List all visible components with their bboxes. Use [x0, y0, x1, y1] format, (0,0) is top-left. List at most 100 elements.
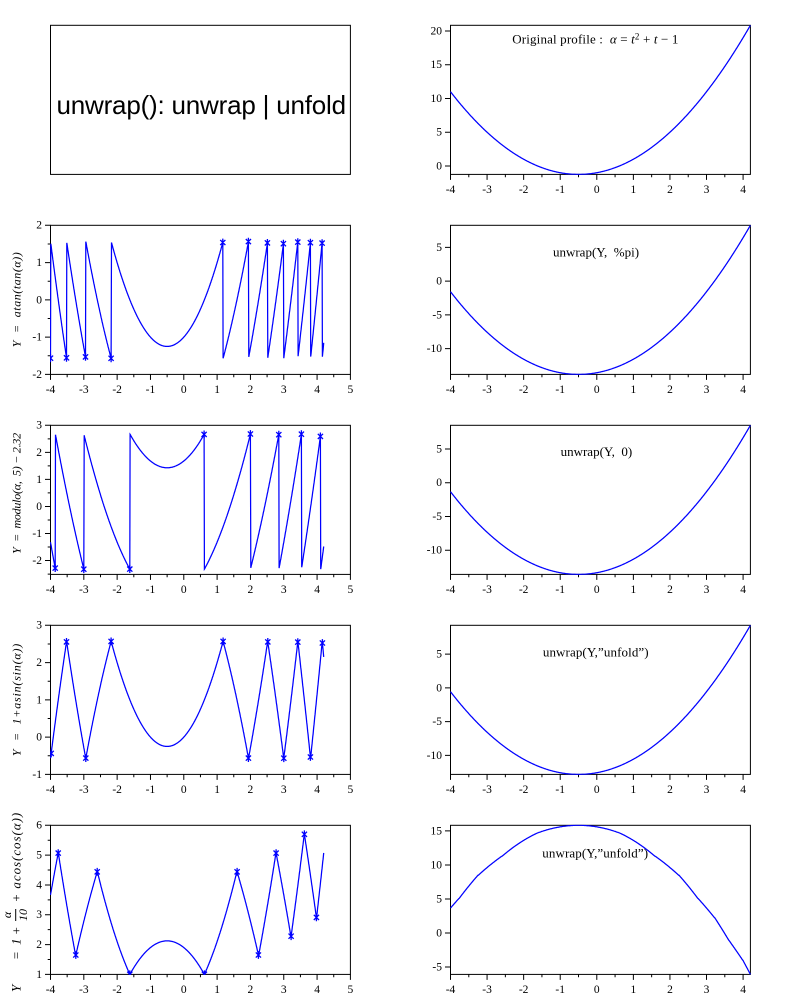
svg-text:2: 2	[248, 384, 254, 396]
svg-text:0: 0	[594, 184, 600, 196]
svg-text:1: 1	[630, 384, 636, 396]
svg-text:0: 0	[181, 784, 187, 796]
svg-text:-2: -2	[112, 384, 122, 396]
svg-text:-2: -2	[519, 784, 529, 796]
svg-text:-1: -1	[555, 384, 565, 396]
svg-text:4: 4	[36, 879, 42, 891]
svg-text:3: 3	[36, 420, 42, 432]
svg-text:0: 0	[36, 501, 42, 513]
svg-text:α: α	[0, 911, 14, 918]
svg-text:-3: -3	[482, 384, 492, 396]
svg-text:-2: -2	[519, 584, 529, 596]
svg-text:1: 1	[214, 984, 220, 996]
svg-text:-4: -4	[46, 984, 56, 996]
svg-text:15: 15	[431, 59, 443, 71]
svg-text:1: 1	[36, 969, 42, 981]
svg-text:2: 2	[248, 984, 254, 996]
svg-text:-1: -1	[32, 528, 42, 540]
svg-text:-5: -5	[432, 309, 442, 321]
svg-text:-1: -1	[32, 769, 42, 781]
svg-text:6: 6	[36, 820, 42, 832]
svg-text:1: 1	[36, 474, 42, 486]
svg-text:4: 4	[740, 184, 746, 196]
svg-text:-3: -3	[482, 584, 492, 596]
svg-text:0: 0	[36, 294, 42, 306]
svg-text:unwrap(Y,”unfold”): unwrap(Y,”unfold”)	[542, 845, 648, 860]
svg-text:-3: -3	[482, 984, 492, 996]
svg-text:4: 4	[740, 784, 746, 796]
svg-text:4: 4	[314, 784, 320, 796]
svg-text:-10: -10	[427, 343, 443, 355]
svg-text:3: 3	[281, 384, 287, 396]
svg-text:+ acos(cos(α)): + acos(cos(α))	[9, 812, 24, 903]
svg-text:-1: -1	[32, 332, 42, 344]
svg-text:-4: -4	[446, 784, 456, 796]
svg-text:5: 5	[436, 649, 442, 661]
svg-text:2: 2	[36, 447, 42, 459]
svg-text:1: 1	[36, 257, 42, 269]
svg-text:-1: -1	[146, 784, 156, 796]
svg-text:-2: -2	[112, 584, 122, 596]
svg-text:0: 0	[181, 984, 187, 996]
svg-text:-1: -1	[146, 384, 156, 396]
svg-text:0: 0	[594, 384, 600, 396]
svg-text:Original profile : α = t2 + t: Original profile : α = t2 + t − 1	[512, 31, 678, 46]
svg-text:3: 3	[36, 909, 42, 921]
svg-text:10: 10	[16, 909, 30, 921]
svg-text:15: 15	[431, 825, 443, 837]
svg-text:3: 3	[281, 784, 287, 796]
svg-text:Y = atan(tan(α)): Y = atan(tan(α))	[10, 252, 24, 348]
svg-text:2: 2	[36, 939, 42, 951]
svg-text:3: 3	[704, 784, 710, 796]
svg-text:unwrap(Y,”unfold”): unwrap(Y,”unfold”)	[543, 644, 649, 659]
svg-text:-10: -10	[427, 545, 443, 557]
svg-text:-2: -2	[32, 555, 42, 567]
svg-text:0: 0	[594, 784, 600, 796]
svg-text:1: 1	[214, 784, 220, 796]
svg-text:4: 4	[314, 984, 320, 996]
svg-text:-4: -4	[46, 784, 56, 796]
svg-text:4: 4	[314, 584, 320, 596]
svg-text:-4: -4	[46, 384, 56, 396]
svg-text:2: 2	[248, 784, 254, 796]
svg-text:-3: -3	[79, 584, 89, 596]
svg-text:-2: -2	[112, 984, 122, 996]
svg-text:1: 1	[36, 694, 42, 706]
svg-text:-5: -5	[432, 961, 442, 973]
svg-text:5: 5	[348, 984, 354, 996]
svg-text:0: 0	[181, 584, 187, 596]
svg-text:4: 4	[740, 584, 746, 596]
svg-text:-10: -10	[427, 750, 443, 762]
svg-text:unwrap(): unwrap | unfold: unwrap(): unwrap | unfold	[57, 90, 346, 120]
svg-text:20: 20	[431, 25, 443, 37]
svg-text:2: 2	[667, 784, 673, 796]
svg-text:0: 0	[594, 984, 600, 996]
svg-text:-3: -3	[79, 384, 89, 396]
svg-text:2: 2	[667, 184, 673, 196]
svg-text:5: 5	[348, 784, 354, 796]
svg-text:=: =	[9, 951, 24, 960]
svg-text:-4: -4	[446, 584, 456, 596]
svg-text:-5: -5	[432, 511, 442, 523]
svg-text:0: 0	[36, 732, 42, 744]
svg-text:0: 0	[181, 384, 187, 396]
svg-text:0: 0	[436, 477, 442, 489]
svg-text:-2: -2	[32, 369, 42, 381]
svg-text:-1: -1	[146, 584, 156, 596]
svg-text:3: 3	[704, 584, 710, 596]
svg-text:3: 3	[36, 620, 42, 632]
svg-text:1: 1	[214, 584, 220, 596]
svg-text:-4: -4	[446, 384, 456, 396]
svg-text:2: 2	[667, 584, 673, 596]
svg-text:4: 4	[740, 984, 746, 996]
svg-text:0: 0	[594, 584, 600, 596]
svg-text:-5: -5	[432, 716, 442, 728]
svg-text:-4: -4	[446, 184, 456, 196]
svg-text:-1: -1	[555, 584, 565, 596]
svg-text:3: 3	[281, 584, 287, 596]
svg-text:-2: -2	[519, 184, 529, 196]
svg-text:1: 1	[630, 184, 636, 196]
svg-text:1: 1	[630, 784, 636, 796]
svg-text:2: 2	[36, 220, 42, 232]
svg-text:5: 5	[36, 850, 42, 862]
